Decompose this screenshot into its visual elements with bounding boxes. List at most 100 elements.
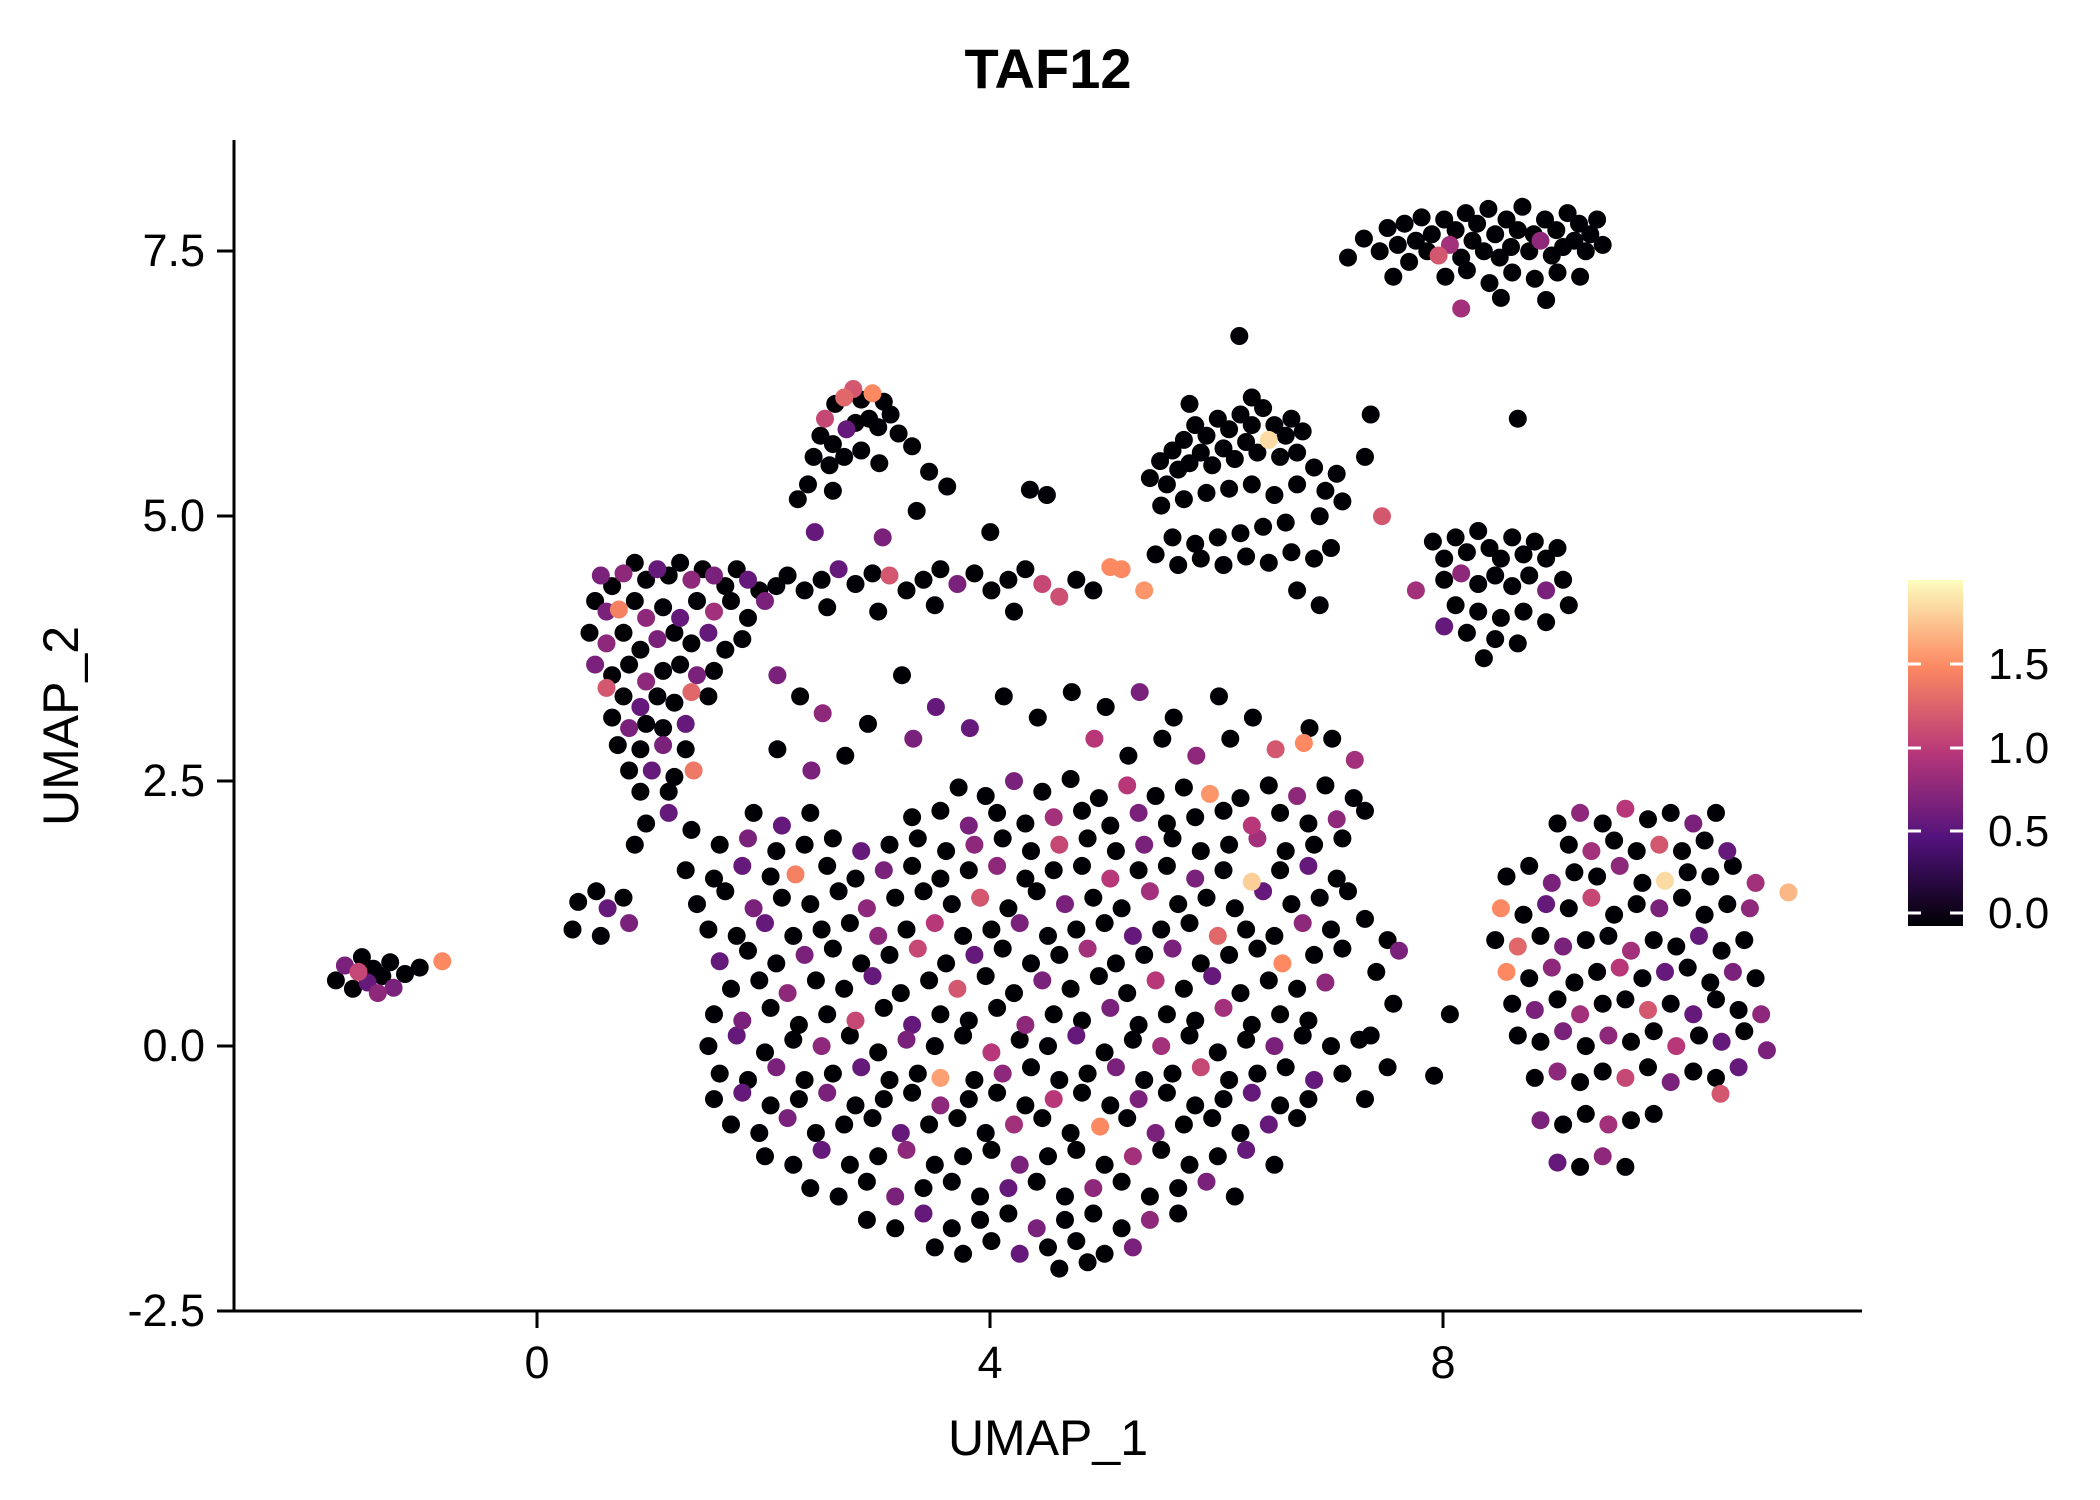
data-point xyxy=(823,939,842,958)
data-point xyxy=(1078,829,1097,848)
data-point xyxy=(1729,1058,1748,1077)
data-point xyxy=(1152,496,1171,515)
data-point xyxy=(1225,450,1244,468)
data-point xyxy=(1271,1005,1290,1024)
data-point xyxy=(1129,1015,1148,1034)
data-point xyxy=(1288,475,1307,494)
y-tick-label: 2.5 xyxy=(142,755,205,806)
data-point xyxy=(1294,734,1313,752)
data-point xyxy=(1548,1062,1567,1081)
data-point xyxy=(733,1011,752,1030)
data-point xyxy=(1497,867,1516,886)
data-point xyxy=(1282,543,1301,562)
data-point xyxy=(699,1037,718,1056)
data-point xyxy=(739,608,757,627)
data-point xyxy=(739,829,757,848)
data-point xyxy=(1305,458,1324,477)
data-point xyxy=(620,914,639,933)
data-point xyxy=(1186,869,1205,888)
data-point xyxy=(671,553,690,572)
plot-title: TAF12 xyxy=(965,37,1132,100)
data-point xyxy=(1356,909,1374,928)
data-point xyxy=(1288,787,1307,805)
data-point xyxy=(1622,1111,1640,1130)
data-point xyxy=(1316,776,1335,795)
data-point xyxy=(891,984,910,1003)
data-point xyxy=(1508,937,1527,956)
data-point xyxy=(733,630,752,649)
data-point xyxy=(1112,899,1131,918)
data-point xyxy=(1187,746,1206,765)
data-point xyxy=(1095,1043,1114,1062)
data-point xyxy=(1039,1037,1057,1056)
data-point xyxy=(971,1210,990,1229)
data-point xyxy=(1214,556,1233,574)
data-point xyxy=(1101,998,1120,1017)
data-point xyxy=(1354,229,1373,248)
data-point xyxy=(1440,235,1459,254)
data-point xyxy=(857,899,876,918)
data-point xyxy=(891,1124,910,1142)
data-point xyxy=(1305,945,1324,964)
data-point xyxy=(982,1232,1001,1251)
data-point xyxy=(563,920,582,939)
data-point xyxy=(835,1115,854,1134)
data-point xyxy=(836,746,855,765)
data-point xyxy=(1248,1064,1267,1083)
data-point xyxy=(914,570,933,589)
data-point xyxy=(1333,939,1352,958)
data-point xyxy=(761,1096,780,1115)
data-point xyxy=(1084,888,1103,907)
data-point xyxy=(1266,740,1285,759)
data-point xyxy=(1186,416,1205,435)
data-point xyxy=(1531,1111,1550,1130)
data-point xyxy=(965,1071,984,1089)
data-point xyxy=(373,967,392,986)
data-point xyxy=(1503,577,1522,596)
data-point xyxy=(1558,204,1577,223)
data-point xyxy=(631,740,650,759)
data-point xyxy=(799,475,817,494)
data-point xyxy=(688,666,706,685)
data-point xyxy=(1627,895,1646,914)
data-point xyxy=(1022,954,1040,973)
data-point xyxy=(433,952,452,971)
data-point xyxy=(1010,1155,1029,1174)
data-point xyxy=(925,1037,944,1056)
data-point xyxy=(1033,1109,1052,1128)
data-point xyxy=(1237,1030,1256,1049)
data-point xyxy=(1157,1005,1176,1024)
data-point xyxy=(959,861,978,880)
data-point xyxy=(1480,539,1499,557)
data-point xyxy=(722,1115,740,1134)
data-point xyxy=(1033,971,1052,990)
data-point xyxy=(1288,1109,1307,1128)
data-point xyxy=(761,998,780,1017)
data-point xyxy=(954,1026,973,1045)
data-point xyxy=(727,926,746,945)
data-point xyxy=(1593,235,1612,254)
data-point xyxy=(859,714,877,733)
data-point xyxy=(942,1172,961,1191)
data-point xyxy=(1016,1096,1035,1115)
data-point xyxy=(982,1043,1001,1062)
data-point xyxy=(1661,1073,1680,1092)
data-point xyxy=(903,856,922,875)
data-point xyxy=(1559,899,1578,918)
data-point xyxy=(988,1083,1007,1102)
data-point xyxy=(1191,842,1210,861)
data-point xyxy=(938,477,957,496)
data-point xyxy=(870,454,889,473)
data-point xyxy=(1457,261,1476,280)
data-point xyxy=(1650,835,1669,854)
data-point xyxy=(1200,784,1219,803)
data-point xyxy=(931,801,950,820)
data-point xyxy=(1639,810,1657,829)
data-point xyxy=(1271,803,1290,822)
data-point xyxy=(795,1071,814,1089)
data-point xyxy=(1123,926,1142,945)
data-point xyxy=(1588,210,1607,229)
data-point xyxy=(1322,1037,1340,1056)
data-point xyxy=(846,1011,865,1030)
data-point xyxy=(1570,214,1588,233)
